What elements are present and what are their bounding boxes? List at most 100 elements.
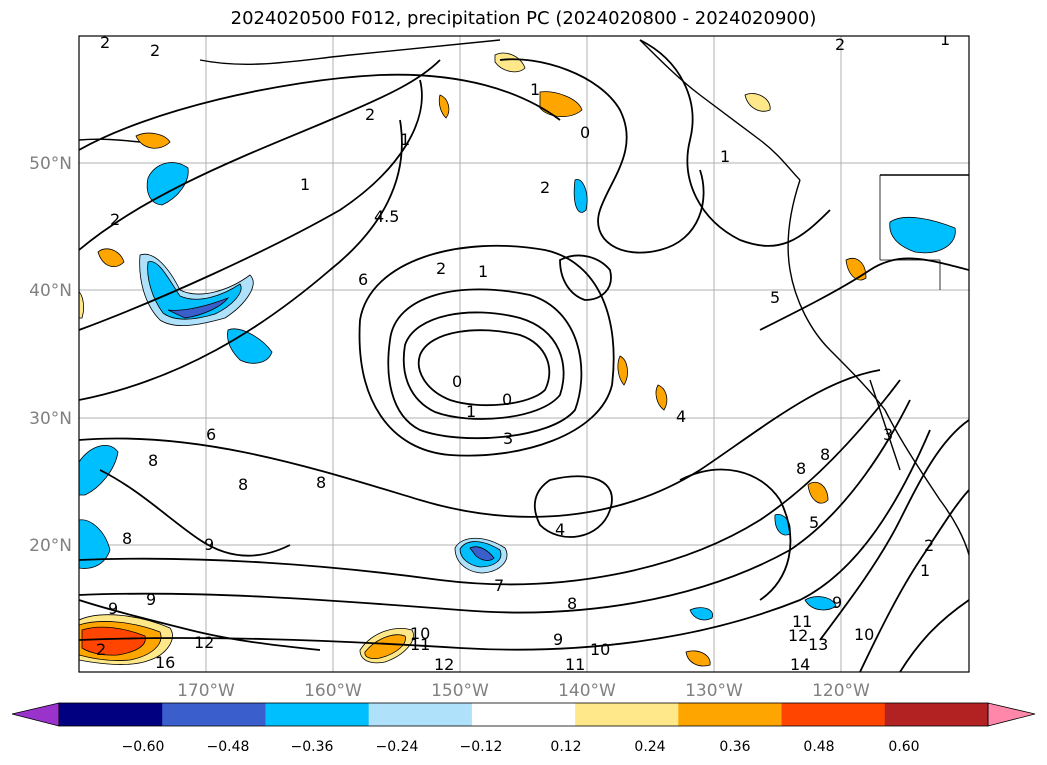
contour-label: 11 (565, 655, 585, 674)
contour-line (559, 254, 612, 301)
lon-tick-label: 120°W (812, 681, 870, 701)
contour-label: 9 (204, 535, 214, 554)
contour-label: 3 (883, 425, 893, 444)
contour-line (679, 468, 792, 601)
colorbar-tick-label: 0.36 (719, 739, 750, 755)
coastlines (79, 39, 969, 556)
contour-label: 5 (770, 288, 780, 307)
contour-label: 13 (808, 635, 828, 654)
contour-label: 16 (155, 653, 175, 672)
contour-line (99, 469, 291, 557)
map-plot-area: 2 2 1 2 1 0 1 2 1 2 2 4.5 1 2 1 6 5 0 0 … (79, 30, 969, 674)
precip-blob (845, 258, 867, 281)
precip-blob (889, 216, 956, 254)
colorbar-segment (678, 703, 783, 726)
precip-blob (804, 596, 837, 611)
contour-line (79, 59, 441, 251)
map-title: 2024020500 F012, precipitation PC (20240… (230, 8, 817, 29)
contour-label: 1 (720, 147, 730, 166)
contour-label: 8 (796, 459, 806, 478)
contour-label: 8 (148, 451, 158, 470)
colorbar-ticks: −0.60 −0.48 −0.36 −0.24 −0.12 0.12 0.24 … (122, 739, 920, 755)
contour-label: 2 (150, 41, 160, 60)
contour-label: 10 (590, 640, 610, 659)
contour-label: 11 (792, 612, 812, 631)
colorbar-segment (59, 703, 163, 726)
lon-tick-label: 170°W (177, 681, 235, 701)
colorbar-segment (368, 703, 473, 726)
contour-label: 6 (206, 425, 216, 444)
contour-label: 1 (400, 130, 410, 149)
contour-label: 1 (530, 80, 540, 99)
contour-label: 14 (790, 655, 810, 674)
colorbar-tick-label: 0.48 (803, 739, 834, 755)
colorbar-segment (884, 703, 989, 726)
precip-blob (744, 93, 771, 112)
alaska-coast (639, 39, 801, 181)
contour-label: 10 (410, 624, 430, 643)
lon-tick-label: 130°W (685, 681, 743, 701)
colorbar: −0.60 −0.48 −0.36 −0.24 −0.12 0.12 0.24 … (11, 702, 1036, 755)
colorbar-tick-label: −0.24 (376, 739, 419, 755)
contour-label: 2 (365, 105, 375, 124)
contour-line (759, 257, 969, 331)
state-borders (879, 175, 941, 290)
precip-blob (469, 546, 495, 561)
contour-label: 2 (96, 640, 106, 659)
contour-label: 8 (567, 594, 577, 613)
contour-line (79, 119, 403, 401)
precip-blob (655, 384, 668, 411)
colorbar-tick-label: −0.12 (460, 739, 503, 755)
contour-label: 11 (410, 635, 430, 654)
colorbar-segment (471, 703, 576, 726)
colorbar-tick-label: 0.12 (550, 739, 581, 755)
contour-line (79, 379, 901, 586)
colorbar-segment (162, 703, 266, 726)
aleutian-islands (79, 138, 141, 143)
aleutian-coast (199, 39, 501, 65)
contour-label: 2 (835, 35, 845, 54)
precip-blob (617, 355, 628, 386)
contour-label: 1 (920, 561, 930, 580)
contour-line (533, 475, 613, 538)
colorbar-extend-high (987, 702, 1036, 727)
precip-blob (807, 481, 829, 504)
contour-line (859, 489, 969, 672)
contour-label: 5 (809, 513, 819, 532)
lat-tick-label: 40°N (29, 281, 72, 301)
contour-label: 12 (194, 633, 214, 652)
contour-label: 8 (238, 475, 248, 494)
lat-axis: 20°N 30°N 40°N 50°N (29, 154, 72, 556)
precip-blob (97, 248, 125, 267)
lon-tick-label: 150°W (431, 681, 489, 701)
contour-label: 2 (540, 178, 550, 197)
precip-blob (494, 52, 526, 73)
precip-blob (79, 445, 119, 496)
contour-line (79, 79, 423, 331)
contour-label: 1 (940, 30, 950, 49)
contour-label: 8 (122, 529, 132, 548)
contour-line (79, 399, 911, 614)
precip-blob (79, 291, 84, 319)
lat-tick-label: 30°N (29, 409, 72, 429)
contour-label: 1 (478, 262, 488, 281)
contour-label: 9 (108, 599, 118, 618)
baja-california (869, 379, 901, 471)
contour-line (79, 599, 321, 651)
contour-lines (79, 39, 969, 672)
contour-line (79, 369, 881, 518)
contour-label: 0 (502, 390, 512, 409)
colorbar-segments (59, 703, 989, 726)
contour-label: 9 (553, 630, 563, 649)
precip-blob (573, 179, 588, 213)
precip-blob (438, 94, 450, 119)
contour-line (79, 429, 931, 651)
contour-label: 2 (100, 33, 110, 52)
precip-blob (81, 626, 146, 656)
map-frame (78, 35, 970, 673)
contour-label: 4 (555, 520, 565, 539)
colorbar-segment (265, 703, 370, 726)
contour-line (417, 329, 551, 407)
colorbar-frame (58, 702, 989, 727)
